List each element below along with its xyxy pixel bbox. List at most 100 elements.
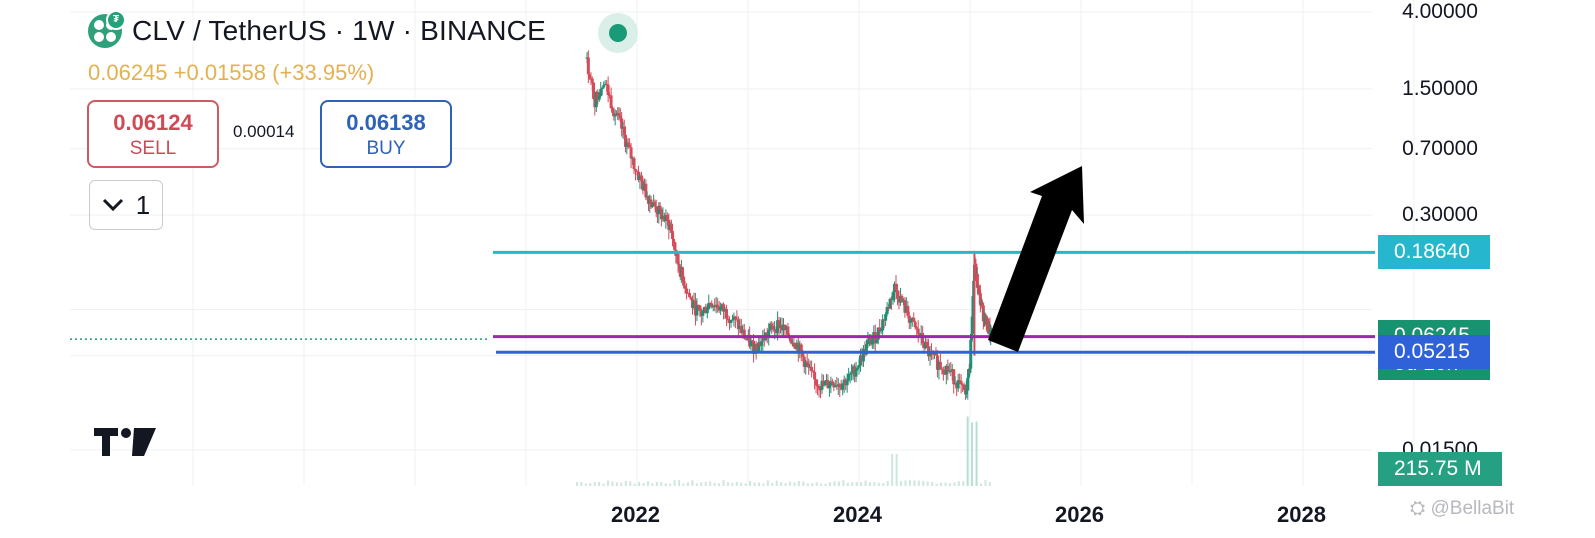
candle-body <box>635 170 639 172</box>
candle-body <box>830 381 834 384</box>
tradingview-logo-icon[interactable] <box>94 428 156 458</box>
candle-body <box>744 338 748 340</box>
candle-body <box>626 142 630 145</box>
candle-body <box>749 340 753 347</box>
volume-bar <box>775 480 778 486</box>
candle-body <box>813 371 817 380</box>
candle-body <box>739 326 743 333</box>
candle-body <box>826 379 830 388</box>
candle-body <box>671 231 675 239</box>
indicator-count: 1 <box>135 189 151 220</box>
volume-bar <box>771 483 774 486</box>
volume-bar <box>735 481 738 486</box>
volume-bar <box>873 482 876 486</box>
candle-body <box>888 298 892 309</box>
candle-body <box>900 296 904 302</box>
candle-body <box>597 96 601 100</box>
candle-body <box>792 342 796 347</box>
candle-body <box>970 316 974 334</box>
candle-body <box>613 114 617 117</box>
candle-body <box>673 242 677 251</box>
candle-body <box>695 304 699 316</box>
volume-bar <box>638 482 641 486</box>
price-tag: 0.05215 <box>1378 335 1490 370</box>
sell-button[interactable]: 0.06124 SELL <box>87 100 219 168</box>
candle-body <box>770 323 774 326</box>
volume-bar <box>695 483 698 486</box>
chevron-down-icon <box>102 198 123 212</box>
volume-bar <box>860 482 863 486</box>
candle-body <box>969 339 973 369</box>
candle-body <box>653 202 657 207</box>
volume-bar <box>602 483 605 486</box>
volume-bar <box>988 482 991 486</box>
candle-body <box>967 369 971 378</box>
candle-body <box>864 344 868 355</box>
candle-body <box>629 147 633 159</box>
volume-bar <box>793 482 796 486</box>
volume-bar <box>584 483 587 486</box>
volume-bar <box>784 483 787 486</box>
candle-body <box>966 377 970 391</box>
sell-price: 0.06124 <box>113 110 193 135</box>
volume-bar <box>868 482 871 486</box>
candle-body <box>710 303 714 308</box>
candle-body <box>979 304 983 306</box>
volume-bar <box>966 416 969 486</box>
volume-bar <box>651 483 654 486</box>
volume-bar <box>922 481 925 486</box>
candle-body <box>654 206 658 213</box>
candle-body <box>801 352 805 357</box>
spread-value: 0.00014 <box>233 122 295 141</box>
indicators-toggle-button[interactable]: 1 <box>89 180 163 230</box>
market-status-icon[interactable] <box>598 13 638 53</box>
candle-body <box>676 253 680 264</box>
buy-button[interactable]: 0.06138 BUY <box>320 100 452 168</box>
volume-bar <box>740 482 743 486</box>
candle-body <box>827 385 831 388</box>
candle-body <box>989 329 993 331</box>
candle-body <box>978 289 982 294</box>
watermark: ⛭ @BellaBit <box>1410 498 1514 520</box>
volume-bar <box>709 481 712 486</box>
candle-body <box>981 302 985 306</box>
volume-tag: 215.75 M <box>1378 452 1502 486</box>
candle-body <box>885 307 889 315</box>
volume-bar <box>829 482 832 486</box>
candle-body <box>624 134 628 147</box>
volume-bar <box>877 482 880 486</box>
volume-bar <box>598 481 601 486</box>
volume-bar <box>891 454 894 486</box>
candle-body <box>876 327 880 340</box>
volume-bar <box>908 480 911 486</box>
candle-body <box>729 319 733 324</box>
candle-body <box>974 263 978 278</box>
volume-bar <box>837 481 840 486</box>
volume-bar <box>957 481 960 486</box>
candle-body <box>617 113 621 117</box>
volume-bar <box>931 481 934 486</box>
candle-body <box>733 316 737 319</box>
candle-body <box>669 224 673 232</box>
candle-body <box>847 374 851 381</box>
candle-body <box>677 263 681 269</box>
watermark-icon: ⛭ <box>1410 498 1426 519</box>
candle-body <box>590 78 594 83</box>
volume-bar <box>673 480 676 486</box>
candle-body <box>768 323 772 331</box>
volume-bar <box>962 481 965 486</box>
tether-badge-icon: ₮ <box>106 10 126 30</box>
candle-body <box>665 214 669 220</box>
symbol-header[interactable]: ₮ CLV / TetherUS · 1W · BINANCE <box>88 10 546 48</box>
candle-body <box>805 361 809 364</box>
candle-body <box>875 339 879 344</box>
volume-bar <box>975 421 978 486</box>
candle-body <box>719 306 723 311</box>
candle-body <box>854 369 858 377</box>
candle-body <box>771 325 775 330</box>
time-axis-tick: 2028 <box>1277 502 1326 527</box>
candle-body <box>659 209 663 220</box>
candle-body <box>977 285 981 290</box>
volume-bar <box>913 480 916 486</box>
